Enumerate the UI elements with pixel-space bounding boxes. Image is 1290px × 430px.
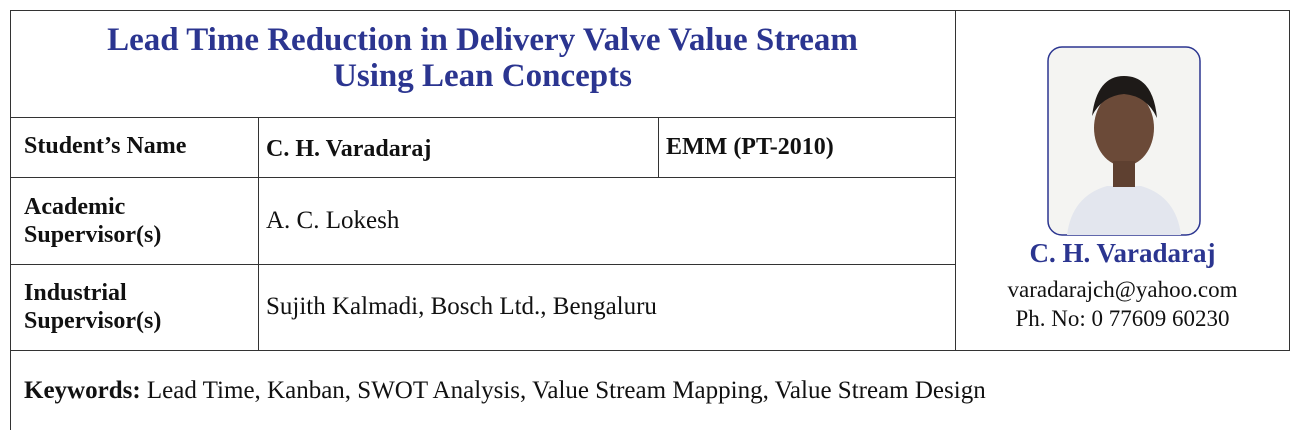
title-line: Lead Time Reduction in Delivery Valve Va… — [107, 22, 858, 58]
value: A. C. Lokesh — [266, 206, 400, 234]
border — [10, 10, 11, 430]
profile-email: varadarajch@yahoo.com — [1007, 277, 1238, 302]
keywords-label: Keywords: — [24, 377, 141, 404]
label: Student’s Name — [24, 133, 187, 159]
title-line: Using Lean Concepts — [333, 58, 632, 94]
keywords: Keywords: Lead Time, Kanban, SWOT Analys… — [24, 377, 986, 405]
title: Lead Time Reduction in Delivery Valve Va… — [10, 22, 955, 94]
profile-phone: Ph. No: 0 77609 60230 — [1015, 306, 1230, 331]
value: Sujith Kalmadi, Bosch Ltd., Bengaluru — [266, 293, 657, 320]
keywords-text: Lead Time, Kanban, SWOT Analysis, Value … — [146, 377, 986, 404]
border — [10, 350, 1290, 351]
photo — [1047, 46, 1201, 236]
border — [10, 177, 955, 178]
border — [258, 117, 259, 350]
border — [658, 117, 659, 177]
border — [10, 10, 1290, 11]
border — [10, 264, 955, 265]
border — [955, 10, 956, 351]
student-name: C. H. Varadaraj — [266, 136, 432, 162]
label: Industrial Supervisor(s) — [24, 280, 162, 334]
program: EMM (PT-2010) — [666, 134, 834, 160]
label: Academic Supervisor(s) — [24, 193, 162, 248]
border — [10, 117, 955, 118]
profile-name: C. H. Varadaraj — [1029, 238, 1216, 268]
